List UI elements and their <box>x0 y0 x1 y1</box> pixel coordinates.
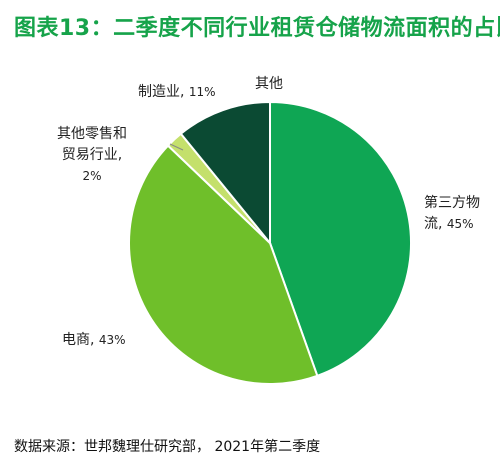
slice-label-retail: 其他零售和 贸易行业, 2% <box>57 126 127 183</box>
slice-label-logistics: 第三方物 流, 45% <box>424 195 480 232</box>
chart-title: 图表13：二季度不同行业租赁仓储物流面积的占比 <box>14 16 500 41</box>
pie-slice-manufacturing <box>179 100 271 246</box>
leader-line-retail <box>169 143 184 151</box>
pie-slice-ecommerce <box>127 144 319 386</box>
slice-label-manufacturing: 制造业, 11% <box>138 84 216 100</box>
slice-label-other: 其他 <box>255 76 283 92</box>
data-source-note: 数据来源：世邦魏理仕研究部， 2021年第二季度 <box>14 439 321 455</box>
slice-label-ecommerce: 电商, 43% <box>62 332 126 348</box>
pie-slice-logistics <box>269 100 412 378</box>
